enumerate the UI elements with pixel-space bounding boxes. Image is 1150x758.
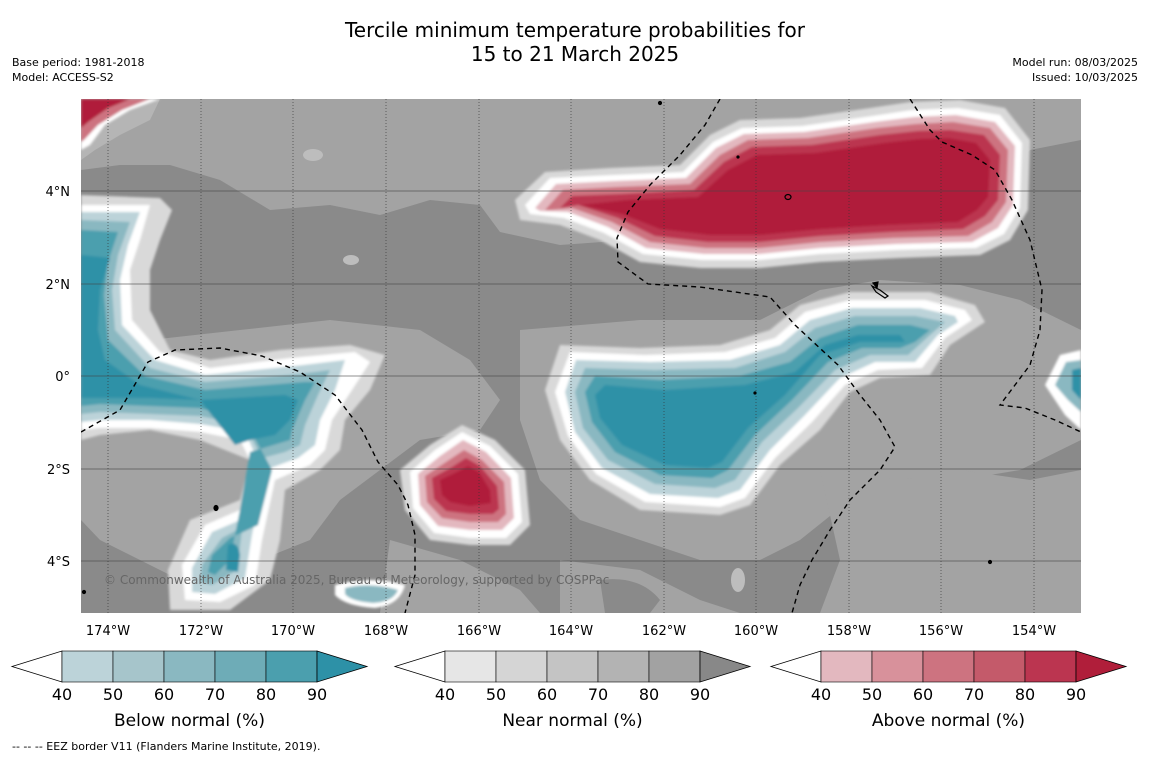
title-line-2: 15 to 21 March 2025 — [470, 42, 680, 66]
colorbar-lower-extend — [769, 650, 822, 683]
colorbar-tick-label: 50 — [862, 685, 882, 704]
map-area: © Commonwealth of Australia 2025, Bureau… — [81, 99, 1081, 613]
colorbar-tick-label: 80 — [639, 685, 659, 704]
lon-label: 154°W — [1012, 624, 1056, 639]
latitude-labels: 4°N 2°N 0° 2°S 4°S — [46, 185, 71, 570]
lon-label: 174°W — [86, 624, 130, 639]
colorbar-upper-extend — [316, 650, 369, 683]
colorbar-tick-label: 50 — [103, 685, 123, 704]
colorbar-tick-label: 70 — [964, 685, 984, 704]
above-normal-colorbar: 40 50 60 70 80 90 Above normal (%) — [769, 650, 1128, 731]
map-figure: © Commonwealth of Australia 2025, Bureau… — [10, 99, 1128, 731]
eez-borders — [81, 99, 1081, 613]
colorbar-segment — [871, 650, 924, 683]
eez-footnote: -- -- -- EEZ border V11 (Flanders Marine… — [12, 740, 321, 753]
lon-label: 162°W — [642, 624, 686, 639]
colorbar-tick-label: 50 — [486, 685, 506, 704]
colorbar-lower-extend — [393, 650, 446, 683]
colorbar-tick-label: 80 — [256, 685, 276, 704]
near-normal-colorbar: 40 50 60 70 80 90 Near normal (%) — [393, 650, 752, 731]
colorbar-tick-label: 90 — [690, 685, 710, 704]
lon-label: 160°W — [734, 624, 778, 639]
colorbar-segment — [112, 650, 165, 683]
colorbars: 40 50 60 70 80 90 Below normal (%) 40 50 60 70 80 90… — [10, 650, 1128, 731]
lat-label: 0° — [55, 370, 70, 385]
colorbar-tick-label: 90 — [307, 685, 327, 704]
title-line-1: Tercile minimum temperature probabilitie… — [344, 18, 806, 42]
colorbar-tick-label: 60 — [913, 685, 933, 704]
colorbar-segment — [444, 650, 497, 683]
colorbar-tick-label: 70 — [588, 685, 608, 704]
colorbar-segment — [648, 650, 701, 683]
meta-right: Model run: 08/03/2025 Issued: 10/03/2025 — [1012, 55, 1138, 85]
lon-label: 158°W — [827, 624, 871, 639]
lon-label: 166°W — [457, 624, 501, 639]
colorbar-segment — [922, 650, 975, 683]
colorbar-title: Above normal (%) — [872, 711, 1025, 731]
colorbar-tick-label: 90 — [1066, 685, 1086, 704]
below-normal-regions — [81, 195, 1081, 610]
colorbar-title: Near normal (%) — [502, 711, 642, 731]
lat-label: 4°N — [46, 185, 71, 200]
colorbar-segment — [61, 650, 114, 683]
colorbar-segment — [214, 650, 267, 683]
colorbar-tick-label: 40 — [52, 685, 72, 704]
lon-label: 164°W — [549, 624, 593, 639]
colorbar-segment — [1024, 650, 1077, 683]
colorbar-segment — [546, 650, 599, 683]
graticule — [81, 99, 1081, 613]
islands — [81, 100, 993, 595]
colorbar-upper-extend — [1075, 650, 1128, 683]
colorbar-tick-label: 60 — [537, 685, 557, 704]
below-normal-colorbar: 40 50 60 70 80 90 Below normal (%) — [10, 650, 369, 731]
copyright-credit: © Commonwealth of Australia 2025, Bureau… — [104, 573, 609, 587]
above-normal-regions — [81, 99, 1030, 545]
colorbar-segment — [973, 650, 1026, 683]
colorbar-segment — [820, 650, 873, 683]
colorbar-segment — [265, 650, 318, 683]
lon-label: 168°W — [364, 624, 408, 639]
model-run-text: Model run: 08/03/2025 — [1012, 56, 1138, 69]
colorbar-segment — [163, 650, 216, 683]
lat-label: 2°S — [47, 463, 70, 478]
model-text: Model: ACCESS-S2 — [12, 71, 114, 84]
lon-label: 156°W — [919, 624, 963, 639]
colorbar-lower-extend — [10, 650, 63, 683]
longitude-labels: 174°W 172°W 170°W 168°W 166°W 164°W 162°W 160°W… — [86, 624, 1056, 639]
lon-label: 170°W — [271, 624, 315, 639]
lat-label: 4°S — [47, 555, 70, 570]
colorbar-tick-label: 70 — [205, 685, 225, 704]
colorbar-tick-label: 60 — [154, 685, 174, 704]
colorbar-tick-label: 40 — [435, 685, 455, 704]
base-period-text: Base period: 1981-2018 — [12, 56, 145, 69]
lon-label: 172°W — [179, 624, 223, 639]
colorbar-segment — [495, 650, 548, 683]
issued-text: Issued: 10/03/2025 — [1031, 71, 1138, 84]
colorbar-tick-label: 80 — [1015, 685, 1035, 704]
meta-left: Base period: 1981-2018 Model: ACCESS-S2 — [12, 55, 144, 85]
lat-label: 2°N — [46, 278, 71, 293]
map-title: Tercile minimum temperature probabilitie… — [0, 18, 1150, 66]
colorbar-segment — [597, 650, 650, 683]
colorbar-title: Below normal (%) — [114, 711, 265, 731]
colorbar-tick-label: 40 — [811, 685, 831, 704]
colorbar-upper-extend — [699, 650, 752, 683]
